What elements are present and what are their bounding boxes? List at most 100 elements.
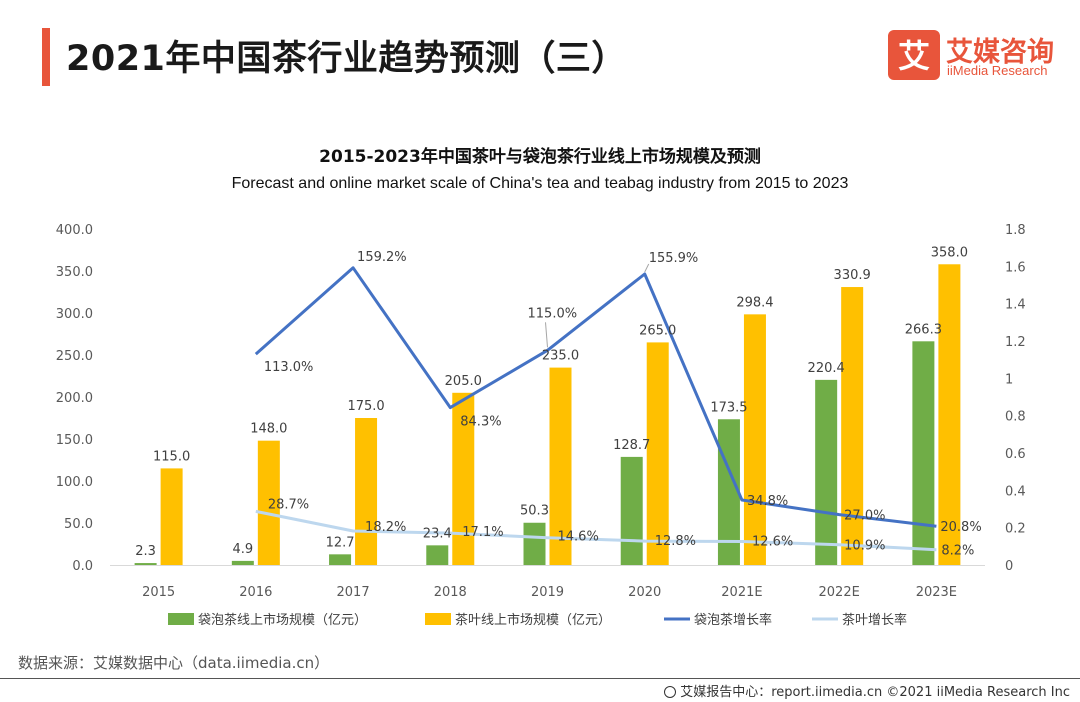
data-label-teabag-online: 4.9 bbox=[232, 542, 253, 557]
line-teabag-growth bbox=[254, 266, 937, 528]
bar-tea-online bbox=[743, 314, 766, 565]
legend-swatch-tea-online bbox=[425, 613, 451, 625]
page-title: 2021年中国茶行业趋势预测（三） bbox=[66, 39, 627, 79]
bar-teabag-online bbox=[426, 545, 449, 565]
y-left-tick-label: 300.0 bbox=[56, 307, 93, 322]
data-source: 数据来源：艾媒数据中心（data.iimedia.cn） bbox=[18, 654, 330, 672]
data-label-teabag-online: 12.7 bbox=[326, 535, 355, 550]
bar-teabag-online bbox=[620, 456, 643, 565]
y-left-tick-label: 100.0 bbox=[56, 475, 93, 490]
bar-tea-online bbox=[257, 440, 280, 565]
data-label-teabag-online: 2.3 bbox=[135, 544, 156, 559]
data-label-tea-online: 235.0 bbox=[542, 349, 579, 364]
y-right-tick-label: 0 bbox=[1005, 559, 1013, 574]
report-center-icon bbox=[664, 686, 677, 698]
x-tick-label: 2021E bbox=[721, 585, 762, 600]
data-label-teabag-online: 23.4 bbox=[423, 526, 452, 541]
x-tick-label: 2020 bbox=[628, 585, 661, 600]
x-tick-label: 2016 bbox=[239, 585, 272, 600]
data-label-teabag-growth: 20.8% bbox=[940, 520, 981, 535]
data-label-tea-online: 358.0 bbox=[931, 245, 968, 260]
data-label-tea-growth: 10.9% bbox=[844, 539, 885, 554]
data-label-teabag-online: 266.3 bbox=[905, 322, 942, 337]
bar-tea-online bbox=[452, 392, 475, 565]
data-label-tea-growth: 18.2% bbox=[365, 520, 406, 535]
y-left-tick-label: 50.0 bbox=[64, 517, 93, 532]
y-right-tick-label: 0.4 bbox=[1005, 484, 1026, 499]
bar-tea-online bbox=[646, 342, 669, 565]
data-label-teabag-growth: 155.9% bbox=[649, 251, 699, 266]
data-label-tea-online: 115.0 bbox=[153, 449, 190, 464]
x-tick-label: 2019 bbox=[531, 585, 564, 600]
y-right-tick-label: 1.8 bbox=[1005, 223, 1026, 238]
y-right-tick-label: 1 bbox=[1005, 372, 1013, 387]
data-label-tea-growth: 12.8% bbox=[655, 534, 696, 549]
legend-label-tea-online: 茶叶线上市场规模（亿元） bbox=[455, 612, 611, 628]
y-left-tick-label: 400.0 bbox=[56, 223, 93, 238]
chart-title: 2015-2023年中国茶叶与袋泡茶行业线上市场规模及预测 bbox=[319, 147, 761, 167]
data-label-tea-online: 265.0 bbox=[639, 323, 676, 338]
legend-label-tea-growth: 茶叶增长率 bbox=[842, 612, 907, 628]
iimedia-logo: 艾 艾媒咨询 iiMedia Research bbox=[888, 30, 1068, 80]
logo-mark-glyph: 艾 bbox=[898, 37, 930, 75]
data-label-teabag-growth: 84.3% bbox=[460, 415, 501, 430]
x-tick-label: 2018 bbox=[434, 585, 467, 600]
y-left-tick-label: 250.0 bbox=[56, 349, 93, 364]
data-label-teabag-online: 128.7 bbox=[613, 438, 650, 453]
title-accent-bar bbox=[42, 28, 50, 86]
y-right-tick-label: 0.2 bbox=[1005, 522, 1026, 537]
combo-chart: 0.0 50.0 100.0 150.0 200.0 250.0 300.0 350.0 400… bbox=[56, 223, 1026, 628]
y-left-tick-label: 350.0 bbox=[56, 265, 93, 280]
legend-label-teabag-growth: 袋泡茶增长率 bbox=[694, 612, 772, 628]
logo-text-cn: 艾媒咨询 bbox=[946, 37, 1054, 68]
logo-text-en: iiMedia Research bbox=[947, 63, 1048, 78]
data-label-tea-online: 330.9 bbox=[834, 268, 871, 283]
data-label-tea-growth: 12.6% bbox=[752, 534, 793, 549]
bar-tea-online bbox=[355, 418, 378, 565]
data-label-teabag-online: 173.5 bbox=[710, 400, 747, 415]
y-left-tick-label: 200.0 bbox=[56, 391, 93, 406]
data-label-teabag-online: 50.3 bbox=[520, 504, 549, 519]
bar-teabag-online bbox=[329, 554, 352, 565]
y-right-tick-label: 0.8 bbox=[1005, 410, 1026, 425]
x-tick-label: 2022E bbox=[819, 585, 860, 600]
data-label-tea-growth: 8.2% bbox=[941, 544, 974, 559]
logo-mark: 艾 bbox=[888, 30, 940, 80]
y-right-tick-label: 1.2 bbox=[1005, 335, 1026, 350]
footer-divider bbox=[0, 678, 1080, 679]
x-tick-label: 2023E bbox=[916, 585, 957, 600]
y-right-tick-label: 1.4 bbox=[1005, 298, 1026, 313]
x-tick-label: 2017 bbox=[337, 585, 370, 600]
data-label-teabag-growth: 113.0% bbox=[264, 360, 314, 375]
bar-teabag-online bbox=[134, 563, 157, 565]
bar-teabag-online bbox=[815, 379, 838, 565]
data-label-tea-online: 205.0 bbox=[445, 374, 482, 389]
bar-tea-online bbox=[841, 287, 864, 565]
leader-line bbox=[644, 263, 650, 273]
bar-teabag-online bbox=[912, 341, 935, 565]
bar-tea-online bbox=[549, 367, 572, 565]
footer-credit: 艾媒报告中心：report.iimedia.cn ©2021 iiMedia R… bbox=[664, 681, 1070, 700]
data-label-tea-growth: 17.1% bbox=[462, 525, 503, 540]
y-right-tick-label: 0.6 bbox=[1005, 447, 1026, 462]
data-label-teabag-growth: 115.0% bbox=[528, 306, 578, 321]
y-left-tick-label: 150.0 bbox=[56, 433, 93, 448]
line-tea-growth bbox=[255, 509, 937, 552]
data-label-teabag-online: 220.4 bbox=[808, 361, 845, 376]
bar-tea-online bbox=[160, 468, 183, 565]
data-label-tea-online: 175.0 bbox=[347, 399, 384, 414]
leader-line bbox=[545, 322, 548, 348]
x-tick-label: 2015 bbox=[142, 585, 175, 600]
bar-teabag-online bbox=[717, 419, 740, 565]
footer-credit-text: 艾媒报告中心：report.iimedia.cn ©2021 iiMedia R… bbox=[680, 685, 1070, 700]
data-label-teabag-growth: 27.0% bbox=[844, 509, 885, 524]
data-label-teabag-growth: 34.8% bbox=[747, 494, 788, 509]
legend-label-teabag-online: 袋泡茶线上市场规模（亿元） bbox=[198, 612, 367, 628]
data-label-tea-online: 298.4 bbox=[736, 295, 773, 310]
bar-tea-online bbox=[938, 264, 961, 565]
legend-swatch-teabag-online bbox=[168, 613, 194, 625]
chart-subtitle: Forecast and online market scale of Chin… bbox=[231, 175, 849, 192]
y-right-tick-label: 1.6 bbox=[1005, 260, 1026, 275]
y-left-tick-label: 0.0 bbox=[72, 559, 93, 574]
data-label-tea-growth: 28.7% bbox=[268, 497, 309, 512]
